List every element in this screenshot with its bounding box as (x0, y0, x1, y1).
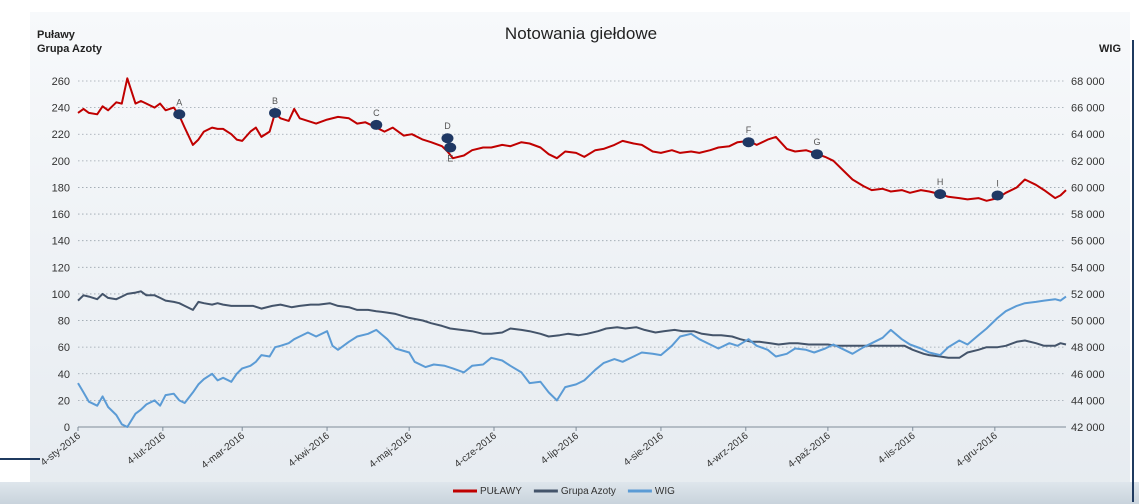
right-tick-label: 60 000 (1071, 182, 1105, 194)
left-tick-label: 220 (52, 129, 70, 141)
left-tick-label: 20 (58, 395, 70, 407)
left-tick-label: 40 (58, 369, 70, 381)
right-tick-label: 56 000 (1071, 236, 1105, 248)
marker-point-i (991, 190, 1004, 201)
x-tick-label: 4-kwi-2016 (287, 430, 333, 469)
gridlines (78, 80, 1066, 428)
marker-label-c: C (373, 108, 380, 118)
right-tick-label: 66 000 (1071, 103, 1105, 115)
marker-point-f (742, 137, 755, 148)
x-tick-label: 4-lis-2016 (876, 430, 918, 466)
series-line-puławy (77, 77, 1067, 202)
x-tick-label: 4-maj-2016 (367, 430, 414, 470)
x-tick-label: 4-mar-2016 (200, 430, 248, 471)
right-tick-label: 58 000 (1071, 209, 1105, 221)
left-tick-label: 140 (52, 236, 70, 248)
series-lines (77, 77, 1067, 428)
marker-label-a: A (176, 97, 182, 107)
left-tick-label: 120 (52, 262, 70, 274)
x-tick-label: 4-paź-2016 (786, 430, 833, 470)
right-tick-label: 44 000 (1071, 395, 1105, 407)
x-tick-label: 4-lut-2016 (125, 430, 168, 467)
right-tick-label: 64 000 (1071, 129, 1105, 141)
marker-point-g (810, 149, 823, 160)
event-markers: A B C D E F G H I (173, 96, 1004, 201)
x-tick-label: 4-lip-2016 (539, 430, 581, 466)
left-tick-label: 160 (52, 209, 70, 221)
left-axis-label-azoty: Grupa Azoty (37, 43, 103, 55)
marker-label-i: I (996, 178, 999, 188)
right-tick-label: 68 000 (1071, 76, 1105, 88)
marker-label-d: D (444, 121, 451, 131)
chart-background (30, 12, 1130, 502)
right-tick-label: 42 000 (1071, 422, 1105, 434)
right-tick-label: 50 000 (1071, 316, 1105, 328)
legend-label-wig: WIG (655, 486, 675, 497)
x-tick-label: 4-sie-2016 (622, 430, 666, 468)
marker-label-b: B (272, 96, 278, 106)
right-tick-label: 52 000 (1071, 289, 1105, 301)
right-tick-label: 46 000 (1071, 369, 1105, 381)
chart-title: Notowania giełdowe (505, 24, 657, 43)
left-tick-label: 0 (64, 422, 70, 434)
right-tick-label: 54 000 (1071, 262, 1105, 274)
marker-point-a (173, 109, 186, 120)
marker-point-h (934, 189, 947, 200)
left-tick-label: 60 (58, 342, 70, 354)
x-tick-label: 4-gru-2016 (954, 430, 1000, 469)
right-axis-label: WIG (1099, 43, 1121, 55)
left-tick-label: 80 (58, 316, 70, 328)
legend-band (0, 482, 1139, 504)
marker-label-h: H (937, 177, 944, 187)
x-tick-label: 4-sty-2016 (39, 430, 83, 468)
slide-border-line (1132, 40, 1134, 502)
left-tick-label: 100 (52, 289, 70, 301)
legend-label-grupa-azoty: Grupa Azoty (561, 486, 616, 497)
legend-label-puławy: PUŁAWY (480, 486, 522, 497)
slide-accent-line (0, 458, 40, 460)
marker-label-e: E (447, 154, 453, 164)
x-axis-ticks: 4-sty-2016 4-lut-2016 4-mar-2016 4-kwi-2016… (39, 427, 1000, 471)
left-tick-label: 240 (52, 103, 70, 115)
left-tick-label: 180 (52, 182, 70, 194)
left-axis-label-pulawy: Puławy (37, 29, 76, 41)
marker-point-d (441, 133, 454, 144)
x-tick-label: 4-cze-2016 (453, 430, 500, 470)
left-tick-label: 200 (52, 156, 70, 168)
right-axis-ticks: 68 000 66 000 64 000 62 000 60 000 58 000 56 0… (1071, 76, 1105, 434)
series-line-wig (77, 295, 1067, 428)
right-tick-label: 48 000 (1071, 342, 1105, 354)
series-line-grupa-azoty (77, 290, 1067, 359)
marker-label-g: G (813, 137, 820, 147)
marker-point-e (444, 142, 457, 153)
right-tick-label: 62 000 (1071, 156, 1105, 168)
left-tick-label: 260 (52, 76, 70, 88)
marker-label-f: F (746, 125, 752, 135)
legend: PUŁAWY Grupa Azoty WIG (453, 486, 675, 497)
marker-point-b (269, 107, 282, 118)
x-tick-label: 4-wrz-2016 (704, 430, 751, 470)
marker-point-c (370, 119, 383, 130)
